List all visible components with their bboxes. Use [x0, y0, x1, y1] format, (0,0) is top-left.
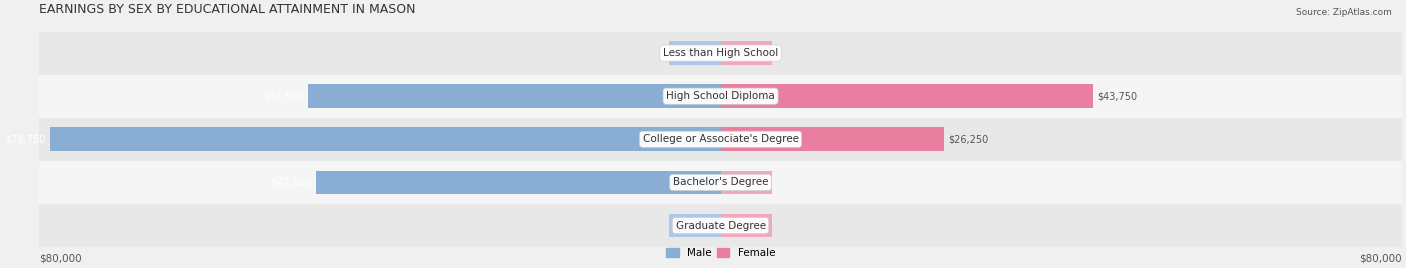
Bar	[308, 84, 720, 108]
Bar	[720, 171, 772, 194]
Bar	[39, 118, 1402, 161]
Bar	[316, 171, 720, 194]
Bar	[720, 128, 943, 151]
Text: $48,500: $48,500	[263, 91, 304, 101]
Bar	[51, 128, 720, 151]
Text: $43,750: $43,750	[1098, 91, 1137, 101]
Bar	[39, 32, 1402, 75]
Text: $78,750: $78,750	[6, 134, 46, 144]
Bar	[39, 75, 1402, 118]
Bar	[720, 214, 772, 237]
Bar	[720, 41, 772, 65]
Text: $80,000: $80,000	[1360, 254, 1402, 264]
Text: $0: $0	[742, 48, 754, 58]
Text: Graduate Degree: Graduate Degree	[675, 221, 766, 230]
Bar	[669, 41, 720, 65]
Text: $47,500: $47,500	[271, 177, 312, 187]
Text: EARNINGS BY SEX BY EDUCATIONAL ATTAINMENT IN MASON: EARNINGS BY SEX BY EDUCATIONAL ATTAINMEN…	[39, 3, 416, 16]
Bar	[39, 204, 1402, 247]
Text: $0: $0	[742, 177, 754, 187]
Legend: Male, Female: Male, Female	[662, 244, 779, 262]
Bar	[39, 161, 1402, 204]
Text: College or Associate's Degree: College or Associate's Degree	[643, 134, 799, 144]
Text: $0: $0	[688, 221, 699, 230]
Text: $80,000: $80,000	[39, 254, 82, 264]
Text: Source: ZipAtlas.com: Source: ZipAtlas.com	[1296, 8, 1392, 17]
Text: $0: $0	[688, 48, 699, 58]
Text: High School Diploma: High School Diploma	[666, 91, 775, 101]
Text: $0: $0	[742, 221, 754, 230]
Text: $26,250: $26,250	[949, 134, 988, 144]
Bar	[720, 84, 1092, 108]
Bar	[669, 214, 720, 237]
Text: Bachelor's Degree: Bachelor's Degree	[673, 177, 768, 187]
Text: Less than High School: Less than High School	[664, 48, 778, 58]
